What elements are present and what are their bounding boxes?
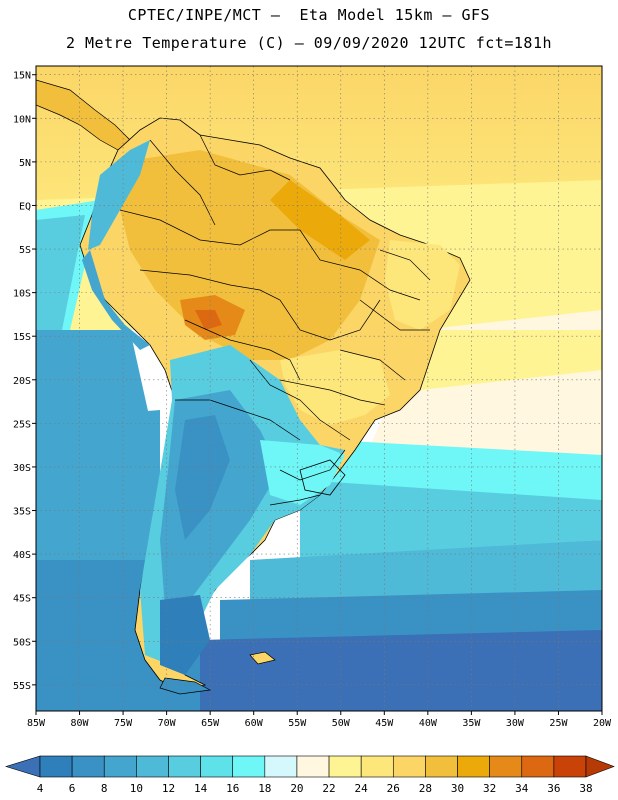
colorbar-label: 30 bbox=[451, 782, 464, 795]
longitude-tick-label: 20W bbox=[593, 718, 612, 729]
longitude-tick-label: 85W bbox=[27, 718, 46, 729]
latitude-tick-label: 15S bbox=[13, 332, 31, 343]
colorbar-segment bbox=[521, 755, 555, 778]
latitude-tick-label: 55S bbox=[13, 681, 31, 692]
colorbar-segment bbox=[553, 755, 587, 778]
latitude-tick-label: 30S bbox=[13, 463, 31, 474]
latitude-tick-label: 5S bbox=[19, 245, 31, 256]
map-title: CPTEC/INPE/MCT – Eta Model 15km – GFS bbox=[127, 6, 491, 24]
country-borders bbox=[119, 134, 431, 506]
colorbar-segment bbox=[296, 755, 330, 778]
latitude-tick-label: 35S bbox=[13, 507, 31, 518]
latitude-tick-label: 45S bbox=[13, 594, 31, 605]
colorbar-label: 8 bbox=[101, 782, 108, 795]
longitude-tick-label: 75W bbox=[114, 718, 133, 729]
latitude-tick-label: 15N bbox=[13, 71, 31, 82]
colorbar-label: 24 bbox=[355, 782, 369, 795]
latitude-tick-label: EQ bbox=[19, 201, 31, 212]
latitude-tick-label: 5N bbox=[19, 158, 31, 169]
longitude-tick-label: 40W bbox=[419, 718, 438, 729]
colorbar: 4 6 8 10 12 14 16 18 20 22 24 26 28 30 32 34 36 38 bbox=[4, 755, 615, 795]
colorbar-label: 16 bbox=[226, 782, 239, 795]
colorbar-segment bbox=[200, 755, 234, 778]
colorbar-label: 38 bbox=[579, 782, 592, 795]
colorbar-label: 36 bbox=[547, 782, 560, 795]
colorbar-segment bbox=[489, 755, 523, 778]
latitude-tick-label: 40S bbox=[13, 550, 31, 561]
colorbar-label: 6 bbox=[69, 782, 76, 795]
longitude-tick-label: 80W bbox=[71, 718, 90, 729]
colorbar-label: 34 bbox=[515, 782, 529, 795]
longitude-tick-label: 70W bbox=[158, 718, 177, 729]
colorbar-label: 12 bbox=[162, 782, 175, 795]
colorbar-label: 14 bbox=[194, 782, 208, 795]
map-subtitle: 2 Metre Temperature (C) – 09/09/2020 12U… bbox=[65, 34, 553, 52]
colorbar-segment bbox=[328, 755, 362, 778]
longitude-tick-label: 25W bbox=[549, 718, 568, 729]
colorbar-segment bbox=[392, 755, 426, 778]
colorbar-segment bbox=[103, 755, 137, 778]
longitude-tick-label: 35W bbox=[462, 718, 481, 729]
colorbar-label: 22 bbox=[322, 782, 335, 795]
colorbar-segment bbox=[71, 755, 105, 778]
longitude-tick-label: 65W bbox=[201, 718, 220, 729]
colorbar-segment bbox=[168, 755, 201, 778]
colorbar-segment bbox=[425, 755, 458, 778]
colorbar-label: 28 bbox=[419, 782, 432, 795]
colorbar-segment bbox=[232, 755, 266, 778]
colorbar-label: 18 bbox=[258, 782, 271, 795]
longitude-tick-label: 55W bbox=[288, 718, 307, 729]
colorbar-segment bbox=[136, 755, 169, 778]
latitude-tick-label: 10S bbox=[13, 289, 31, 300]
latitude-labels: 15N 10N 5N EQ 5S 10S 15S 20S 25S 30S 35S 40S 45S 50S 5… bbox=[13, 71, 36, 692]
colorbar-label: 4 bbox=[37, 782, 44, 795]
latitude-tick-label: 25S bbox=[13, 419, 31, 430]
map-frame bbox=[35, 65, 603, 712]
colorbar-segment bbox=[360, 755, 394, 778]
colorbar-arrow-low bbox=[4, 755, 41, 778]
colorbar-label: 26 bbox=[387, 782, 400, 795]
colorbar-label: 10 bbox=[130, 782, 143, 795]
temperature-field bbox=[36, 66, 602, 711]
longitude-tick-label: 60W bbox=[245, 718, 264, 729]
colorbar-label: 20 bbox=[290, 782, 303, 795]
colorbar-label: 32 bbox=[483, 782, 496, 795]
longitude-labels: 85W 80W 75W 70W 65W 60W 55W 50W 45W 40W 35W 30W 25W 2… bbox=[27, 711, 612, 729]
latitude-tick-label: 50S bbox=[13, 637, 31, 648]
colorbar-segment bbox=[39, 755, 73, 778]
colorbar-segment bbox=[457, 755, 490, 778]
longitude-tick-label: 45W bbox=[375, 718, 394, 729]
longitude-tick-label: 30W bbox=[506, 718, 525, 729]
colorbar-segment bbox=[264, 755, 298, 778]
colorbar-arrow-high bbox=[585, 755, 615, 778]
longitude-tick-label: 50W bbox=[332, 718, 351, 729]
latitude-tick-label: 20S bbox=[13, 376, 31, 387]
latitude-tick-label: 10N bbox=[13, 114, 31, 125]
